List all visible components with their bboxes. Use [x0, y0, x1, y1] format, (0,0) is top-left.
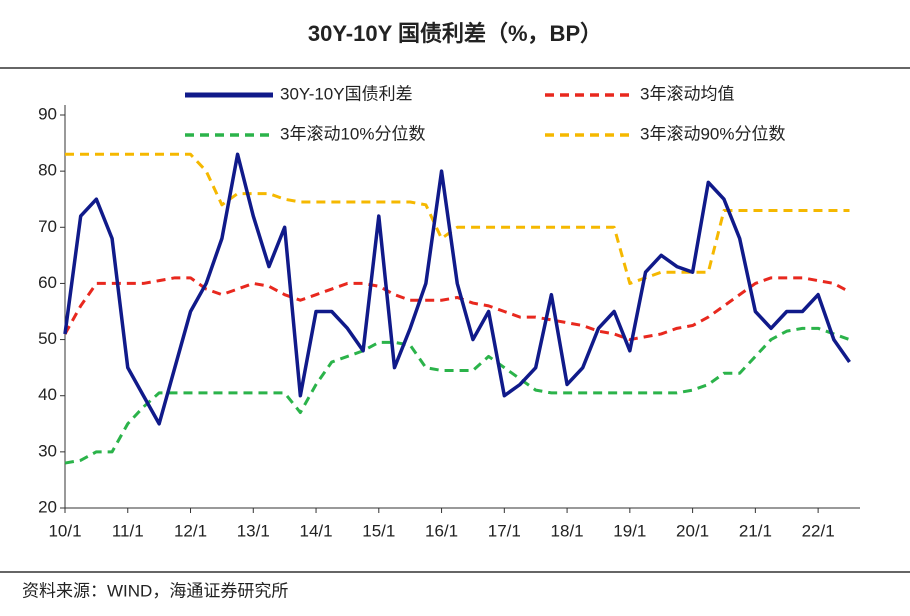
- x-tick-label: 10/1: [48, 521, 81, 540]
- x-tick-label: 22/1: [802, 521, 835, 540]
- source: 资料来源：WIND，海通证券研究所: [22, 581, 288, 600]
- y-tick-label: 60: [38, 273, 57, 292]
- x-tick-label: 15/1: [362, 521, 395, 540]
- y-tick-label: 50: [38, 329, 57, 348]
- y-tick-label: 70: [38, 217, 57, 236]
- x-tick-label: 17/1: [488, 521, 521, 540]
- x-tick-label: 21/1: [739, 521, 772, 540]
- y-tick-label: 90: [38, 104, 57, 123]
- x-tick-label: 12/1: [174, 521, 207, 540]
- x-tick-label: 11/1: [112, 521, 144, 540]
- x-tick-label: 13/1: [237, 521, 270, 540]
- x-tick-label: 20/1: [676, 521, 709, 540]
- chart-title: 30Y-10Y 国债利差（%，BP）: [308, 21, 602, 46]
- x-tick-label: 19/1: [613, 521, 646, 540]
- x-tick-label: 14/1: [299, 521, 332, 540]
- series-line: [65, 152, 850, 285]
- y-tick-label: 20: [38, 497, 57, 516]
- series-line: [63, 276, 851, 342]
- series-line: [64, 326, 851, 465]
- x-tick-label: 16/1: [425, 521, 458, 540]
- legend-label: 3年滚动10%分位数: [280, 124, 425, 143]
- y-tick-label: 40: [38, 385, 57, 404]
- y-tick-label: 80: [38, 161, 57, 180]
- legend-label: 3年滚动均值: [640, 84, 734, 103]
- legend-label: 3年滚动90%分位数: [640, 124, 785, 143]
- x-tick-label: 18/1: [551, 521, 584, 540]
- series-line: [63, 152, 851, 426]
- y-tick-label: 30: [38, 441, 57, 460]
- legend-label: 30Y-10Y国债利差: [280, 84, 413, 103]
